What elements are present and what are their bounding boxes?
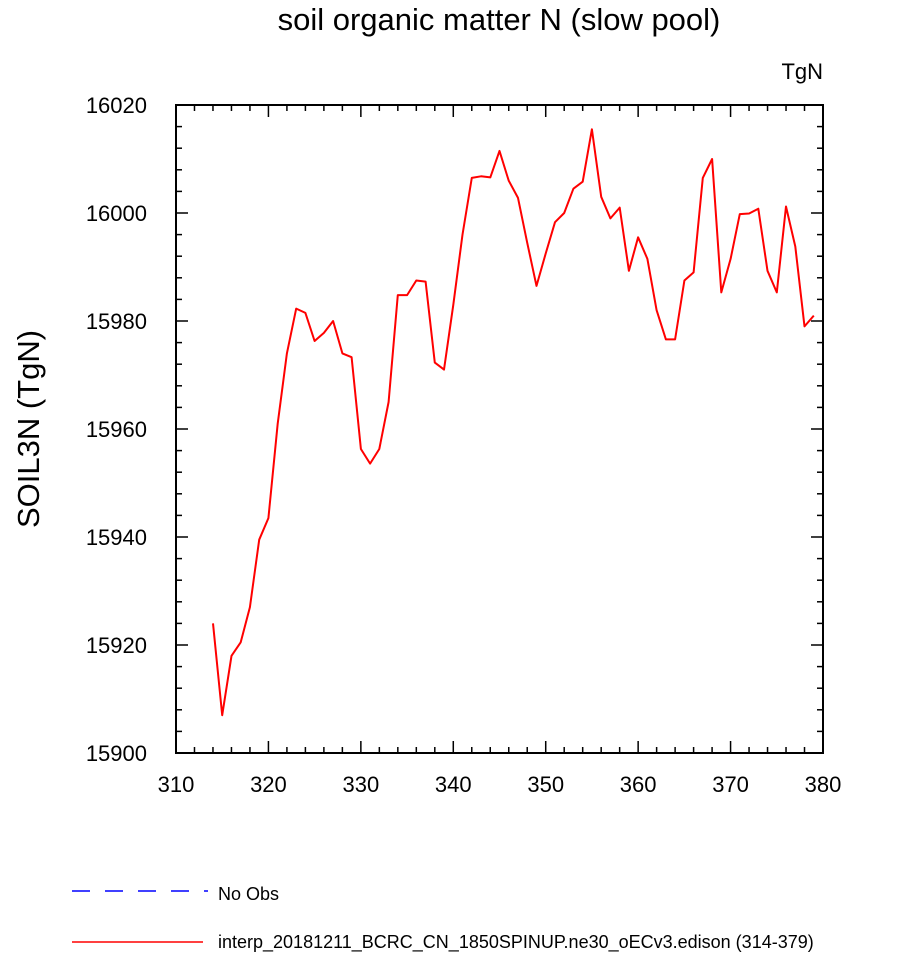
y-tick-label: 16020 xyxy=(86,93,147,118)
x-tick-label: 330 xyxy=(342,772,379,797)
legend: No Obs interp_20181211_BCRC_CN_1850SPINU… xyxy=(72,884,814,953)
y-tick-label: 15900 xyxy=(86,741,147,766)
legend-label-no-obs: No Obs xyxy=(218,884,279,904)
y-tick-label: 15920 xyxy=(86,633,147,658)
plot-frame xyxy=(175,104,824,754)
x-tick-label: 370 xyxy=(712,772,749,797)
y-tick-label: 15980 xyxy=(86,309,147,334)
y-tick-label: 15940 xyxy=(86,525,147,550)
x-tick-label: 320 xyxy=(250,772,287,797)
x-tick-label: 340 xyxy=(435,772,472,797)
x-tick-label: 350 xyxy=(527,772,564,797)
y-tick-label: 16000 xyxy=(86,201,147,226)
chart-title: soil organic matter N (slow pool) xyxy=(278,2,721,37)
legend-label-main-series: interp_20181211_BCRC_CN_1850SPINUP.ne30_… xyxy=(218,932,814,953)
axis-ticks xyxy=(175,104,824,754)
x-tick-label: 310 xyxy=(158,772,195,797)
axis-tick-labels: 310 320 330 340 350 360 370 380 15900 15920 15940 1… xyxy=(86,93,842,797)
x-tick-label: 380 xyxy=(805,772,842,797)
y-tick-label: 15960 xyxy=(86,417,147,442)
y-axis-label: SOIL3N (TgN) xyxy=(11,330,46,528)
units-label: TgN xyxy=(781,59,823,84)
series-line xyxy=(212,128,815,717)
x-tick-label: 360 xyxy=(620,772,657,797)
